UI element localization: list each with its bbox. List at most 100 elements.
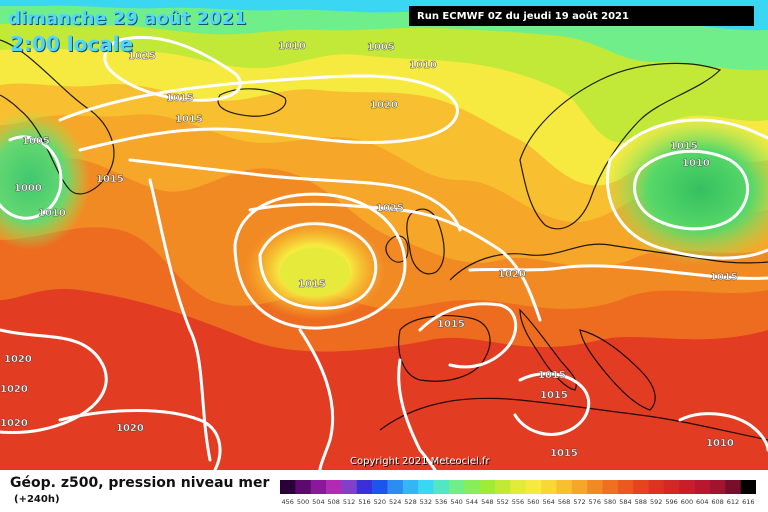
colorbar-tick-label: 516: [358, 498, 370, 506]
colorbar-swatch: [494, 480, 511, 494]
isobar-1015-med: [513, 372, 591, 436]
colorbar-swatch: [694, 480, 711, 494]
colorbar-tick-label: 544: [466, 498, 478, 506]
forecast-date-title: dimanche 29 août 2021: [8, 8, 247, 29]
colorbar-tick-label: 580: [604, 498, 616, 506]
isobar-1015-south: [298, 328, 335, 470]
pressure-label: 1010: [278, 41, 306, 52]
coastlines: [0, 39, 768, 441]
colorbar-swatch: [633, 480, 649, 494]
colorbar-tick-label: 608: [711, 498, 723, 506]
pressure-label: 1005: [22, 136, 50, 147]
colorbar-tick-label: 552: [496, 498, 508, 506]
pressure-label: 1010: [409, 60, 437, 71]
greenland-coast: [0, 39, 115, 195]
colorbar-tick-label: 588: [635, 498, 647, 506]
colorbar-swatch: [280, 480, 296, 494]
isobar-1015-mid: [128, 158, 462, 232]
pressure-label: 1015: [298, 279, 326, 290]
pressure-label: 1015: [540, 390, 568, 401]
colorbar-tick-label: 512: [343, 498, 355, 506]
pressure-label: 1020: [0, 384, 28, 395]
colorbar-swatch: [341, 480, 358, 494]
pressure-label: 1015: [437, 319, 465, 330]
colorbar-swatch: [372, 480, 388, 494]
colorbar-tick-label: 572: [573, 498, 585, 506]
forecast-time-title: 2:00 locale: [10, 32, 134, 56]
pressure-label: 1020: [498, 269, 526, 280]
colorbar-tick-label: 560: [527, 498, 539, 506]
colorbar-tick-label: 568: [558, 498, 570, 506]
isobar-1020-med: [468, 264, 768, 280]
legend-subtitle: (+240h): [14, 494, 60, 505]
colorbar-swatch: [541, 480, 557, 494]
pressure-label: 1020: [4, 354, 32, 365]
colorbar-swatch: [602, 480, 619, 494]
colorbar-swatch: [402, 480, 419, 494]
africa-coast: [379, 397, 768, 441]
low-pressure-w: [0, 110, 90, 250]
colorbar-tick-label: 600: [681, 498, 693, 506]
colorbar-swatch: [326, 480, 342, 494]
colorbar: 456 500 504 508 512 516 520 524 528 532 536 540 544 5…: [280, 480, 756, 506]
ireland-coast: [385, 235, 409, 263]
balkans-coast: [579, 329, 656, 411]
iberia-coast: [398, 315, 491, 382]
colorbar-swatch: [740, 480, 756, 494]
colorbar-tick-label: 536: [435, 498, 447, 506]
colorbar-swatch: [725, 480, 741, 494]
colorbar-swatch: [679, 480, 695, 494]
colorbar-tick-label: 524: [389, 498, 401, 506]
colorbar-tick-label: 520: [374, 498, 386, 506]
colorbar-tick-label: 576: [589, 498, 601, 506]
isobar-1025-north: [103, 35, 242, 102]
pressure-labels: 1025 1010 1005 1010 1015 1015 1020 1005 …: [0, 41, 738, 459]
colorbar-tick-label: 612: [727, 498, 739, 506]
colorbar-swatch: [510, 480, 526, 494]
isobar-1005-nw: [0, 135, 63, 220]
model-run-label: Run ECMWF 0Z du jeudi 19 août 2021: [409, 6, 754, 26]
colorbar-swatch: [464, 480, 480, 494]
iceland-coast: [217, 88, 287, 117]
colorbar-swatch: [525, 480, 542, 494]
colorbar-tick-label: 528: [404, 498, 416, 506]
low-pressure-ne: [605, 115, 768, 265]
colorbar-swatch: [433, 480, 450, 494]
colorbar-tick-label: 548: [481, 498, 493, 506]
colorbar-tick-label: 616: [742, 498, 754, 506]
isobar-1010-ne: [633, 149, 750, 231]
pressure-label: 1010: [682, 158, 710, 169]
isobar-1025-atlantic: [248, 202, 542, 322]
pressure-label: 1025: [128, 51, 156, 62]
colorbar-swatch: [479, 480, 496, 494]
colorbar-swatch: [556, 480, 573, 494]
colorbar-swatch: [295, 480, 311, 494]
isobar-1020-cutoff: [233, 192, 407, 330]
colorbar-swatch: [648, 480, 665, 494]
copyright-notice: Copyright 2021 Meteociel.fr: [350, 456, 490, 467]
isobar-1015-africa: [397, 358, 437, 470]
isobars: [0, 35, 768, 470]
cutoff-low-core: [280, 248, 350, 296]
pressure-label: 1015: [166, 93, 194, 104]
isobar-1020-sw: [0, 328, 108, 434]
scandinavia-coast: [519, 62, 722, 230]
pressure-label: 1015: [550, 448, 578, 459]
legend-title: Géop. z500, pression niveau mer: [10, 475, 270, 491]
isobar-1015-cutoff: [258, 222, 378, 310]
isobar-1015-iberia: [418, 302, 518, 369]
colorbar-swatch: [617, 480, 634, 494]
geopotential-map: 1025 1010 1005 1010 1015 1015 1020 1005 …: [0, 0, 768, 470]
pressure-label: 1020: [116, 423, 144, 434]
colorbar-tick-label: 604: [696, 498, 708, 506]
isobar-1020-north: [58, 74, 459, 152]
colorbar-swatch: [571, 480, 588, 494]
colorbar-tick-label: 592: [650, 498, 662, 506]
pressure-label: 1025: [376, 203, 404, 214]
pressure-label: 1020: [0, 418, 28, 429]
colorbar-swatch: [418, 480, 434, 494]
pressure-label: 1020: [370, 100, 398, 111]
pressure-label: 1015: [670, 141, 698, 152]
colorbar-swatch: [663, 480, 680, 494]
